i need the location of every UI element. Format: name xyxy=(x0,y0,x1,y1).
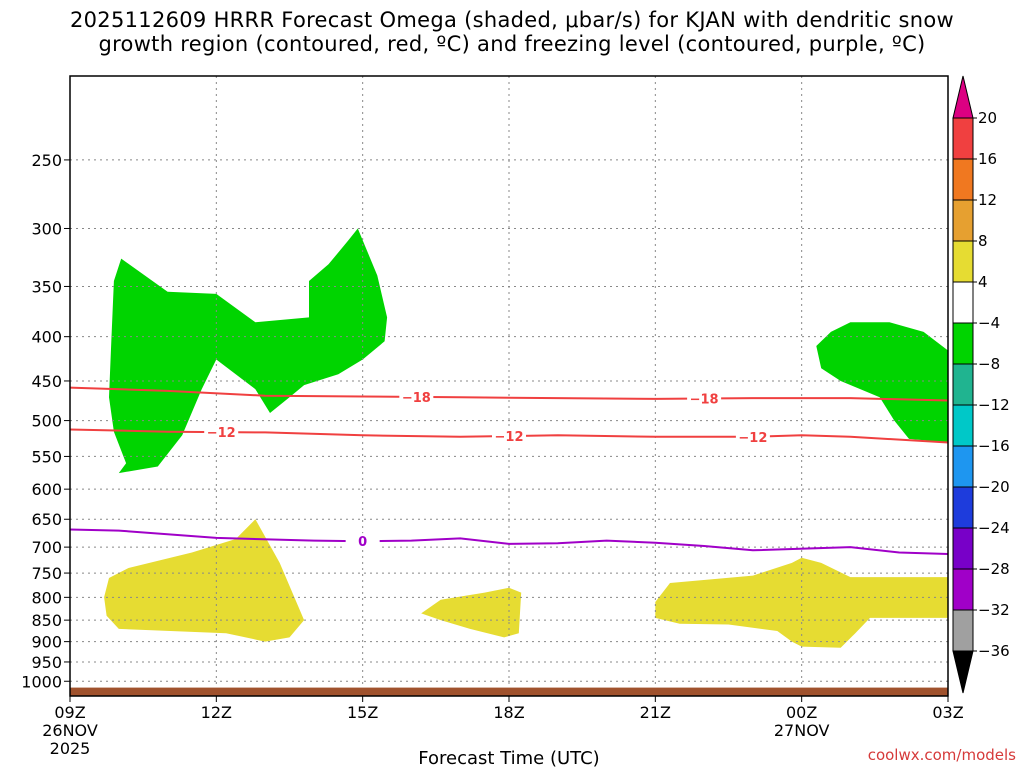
contour-lines: −18 −18 −12 −12 −12 0 xyxy=(69,386,949,555)
colorbar-band-12 xyxy=(952,609,974,652)
colorbar-band-2 xyxy=(952,199,974,242)
downward-motion-3 xyxy=(655,557,948,648)
chart-title: 2025112609 HRRR Forecast Omega (shaded, … xyxy=(0,8,1024,56)
y-axis: 250 300 350 400 450 500 550 600 650 700 750 800 850 9… xyxy=(21,151,70,691)
chart-title-line1: 2025112609 HRRR Forecast Omega (shaded, … xyxy=(69,8,954,32)
colorbar-label-0: 20 xyxy=(978,109,997,127)
grid-lines xyxy=(69,76,949,696)
x-tick-label-03Z: 03Z xyxy=(932,703,963,722)
x-tick-date-00Z: 27NOV xyxy=(774,721,830,740)
contour-label-bg--12-1 xyxy=(492,428,526,445)
y-tick-label-650: 650 xyxy=(31,510,62,529)
colorbar-label-13: −36 xyxy=(978,642,1010,660)
contour-label-bg-0-0 xyxy=(345,533,380,550)
y-tick-label-700: 700 xyxy=(31,538,62,557)
terrain-band xyxy=(70,687,948,696)
colorbar-label-2: 12 xyxy=(978,191,997,209)
colorbar-band-11 xyxy=(952,568,974,611)
credit-link[interactable]: coolwx.com/models xyxy=(867,746,1016,764)
x-tick-year-09Z: 2025 xyxy=(50,739,91,758)
colorbar-band-5 xyxy=(952,322,974,365)
colorbar-label-7: −12 xyxy=(978,396,1010,414)
x-tick-label-00Z: 00Z xyxy=(786,703,817,722)
y-tick-label-400: 400 xyxy=(31,328,62,347)
downward-motion-2 xyxy=(421,587,522,638)
colorbar-label-5: −4 xyxy=(978,314,1000,332)
x-tick-label-21Z: 21Z xyxy=(640,703,671,722)
colorbar-label-8: −16 xyxy=(978,437,1010,455)
y-tick-label-500: 500 xyxy=(31,412,62,431)
y-tick-label-350: 350 xyxy=(31,277,62,296)
colorbar-bottom-arrow xyxy=(952,650,974,694)
contour-label--18-0: −18 xyxy=(402,391,431,406)
colorbar-label-11: −28 xyxy=(978,560,1010,578)
y-tick-label-600: 600 xyxy=(31,480,62,499)
x-axis-title: Forecast Time (UTC) xyxy=(418,748,599,768)
x-tick-label-12Z: 12Z xyxy=(201,703,232,722)
colorbar: 20 16 12 8 4 −4 −8 −12 −16 −20 −24 −28 −32 −36 xyxy=(952,75,1010,694)
x-tick-label-15Z: 15Z xyxy=(347,703,378,722)
colorbar-band-10 xyxy=(952,527,974,570)
colorbar-band-9 xyxy=(952,486,974,529)
contour-label--18-1: −18 xyxy=(690,393,719,408)
y-tick-label-950: 950 xyxy=(31,653,62,672)
contour--18 xyxy=(69,386,949,402)
upward-motion-2 xyxy=(816,322,948,443)
colorbar-band-8 xyxy=(952,445,974,488)
contour-label--12-1: −12 xyxy=(495,430,524,445)
colorbar-band-6 xyxy=(952,363,974,406)
colorbar-band-0 xyxy=(952,117,974,160)
colorbar-band-4 xyxy=(952,281,974,324)
y-tick-label-850: 850 xyxy=(31,611,62,630)
contour-label--12-0: −12 xyxy=(207,426,236,441)
colorbar-label-9: −20 xyxy=(978,478,1010,496)
y-tick-label-800: 800 xyxy=(31,588,62,607)
colorbar-band-1 xyxy=(952,158,974,201)
contour-label-bg--18-0 xyxy=(399,388,434,405)
y-tick-label-450: 450 xyxy=(31,372,62,391)
y-tick-label-250: 250 xyxy=(31,151,62,170)
y-tick-label-900: 900 xyxy=(31,633,62,652)
contour-label-bg--12-2 xyxy=(735,428,770,445)
y-tick-label-300: 300 xyxy=(31,219,62,238)
colorbar-band-7 xyxy=(952,404,974,447)
x-tick-label-09Z: 09Z xyxy=(54,703,85,722)
omega-regions xyxy=(104,228,948,648)
terrain-layer xyxy=(70,687,948,696)
x-tick-date-09Z: 26NOV xyxy=(42,721,98,740)
colorbar-label-10: −24 xyxy=(978,519,1010,537)
colorbar-label-3: 8 xyxy=(978,232,988,250)
y-tick-label-1000: 1000 xyxy=(21,672,62,691)
y-tick-label-750: 750 xyxy=(31,564,62,583)
downward-motion-1 xyxy=(104,519,305,642)
contour-0 xyxy=(69,528,949,555)
colorbar-band-3 xyxy=(952,240,974,283)
y-tick-label-550: 550 xyxy=(31,447,62,466)
colorbar-label-6: −8 xyxy=(978,355,1000,373)
colorbar-label-12: −32 xyxy=(978,601,1010,619)
contour-label--12-2: −12 xyxy=(738,431,767,446)
upward-motion-1 xyxy=(109,228,388,474)
contour-label-bg--18-1 xyxy=(687,390,722,407)
colorbar-top-arrow xyxy=(952,75,974,119)
x-tick-label-18Z: 18Z xyxy=(493,703,524,722)
contour-label-bg--12-0 xyxy=(204,424,239,441)
colorbar-label-1: 16 xyxy=(978,150,997,168)
colorbar-label-4: 4 xyxy=(978,273,988,291)
contour-label-0-0: 0 xyxy=(358,535,367,550)
chart-title-line2: growth region (contoured, red, ºC) and f… xyxy=(98,32,926,56)
